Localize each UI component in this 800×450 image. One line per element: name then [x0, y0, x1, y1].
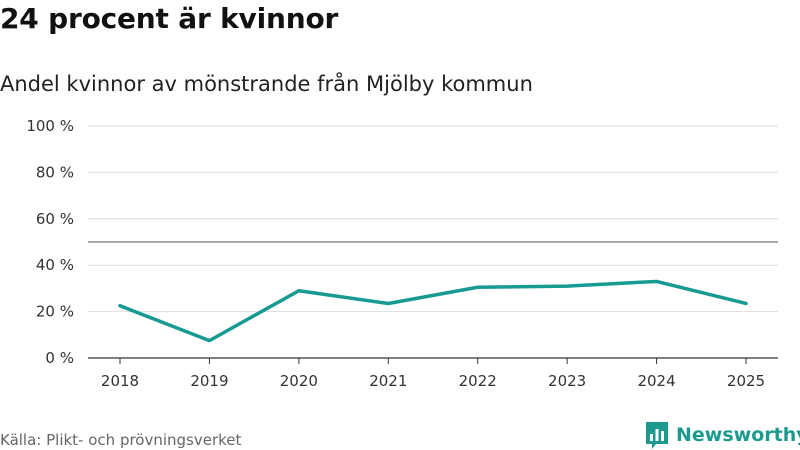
x-tick-label: 2023 [548, 372, 586, 390]
chart-title: Andel kvinnor av mönstrande från Mjölby … [0, 72, 533, 96]
y-tick-label: 60 % [36, 210, 74, 228]
x-tick-label: 2022 [459, 372, 497, 390]
bar-chart-icon [646, 422, 668, 449]
series-lines [118, 279, 748, 343]
axes: 0 % 20 % 40 % 60 % 80 % 100 % 2018 2019 2020 2021… [26, 117, 778, 390]
y-tick-label: 0 % [45, 349, 74, 367]
y-tick-label: 100 % [26, 117, 74, 135]
headline: 24 procent är kvinnor [0, 2, 339, 35]
x-tick-label: 2024 [637, 372, 675, 390]
grid-lines [88, 125, 778, 313]
x-tick-label: 2021 [369, 372, 407, 390]
series-line [118, 279, 748, 343]
logo-text: Newsworthy [676, 424, 800, 446]
y-tick-label: 20 % [36, 303, 74, 321]
x-tick-label: 2018 [101, 372, 139, 390]
y-tick-label: 40 % [36, 256, 74, 274]
source-note: Källa: Plikt- och prövningsverket [0, 431, 242, 449]
x-tick-label: 2020 [280, 372, 318, 390]
newsworthy-logo: Newsworthy [644, 420, 800, 450]
x-tick-label: 2025 [727, 372, 765, 390]
x-tick-label: 2019 [190, 372, 228, 390]
y-tick-label: 80 % [36, 163, 74, 181]
